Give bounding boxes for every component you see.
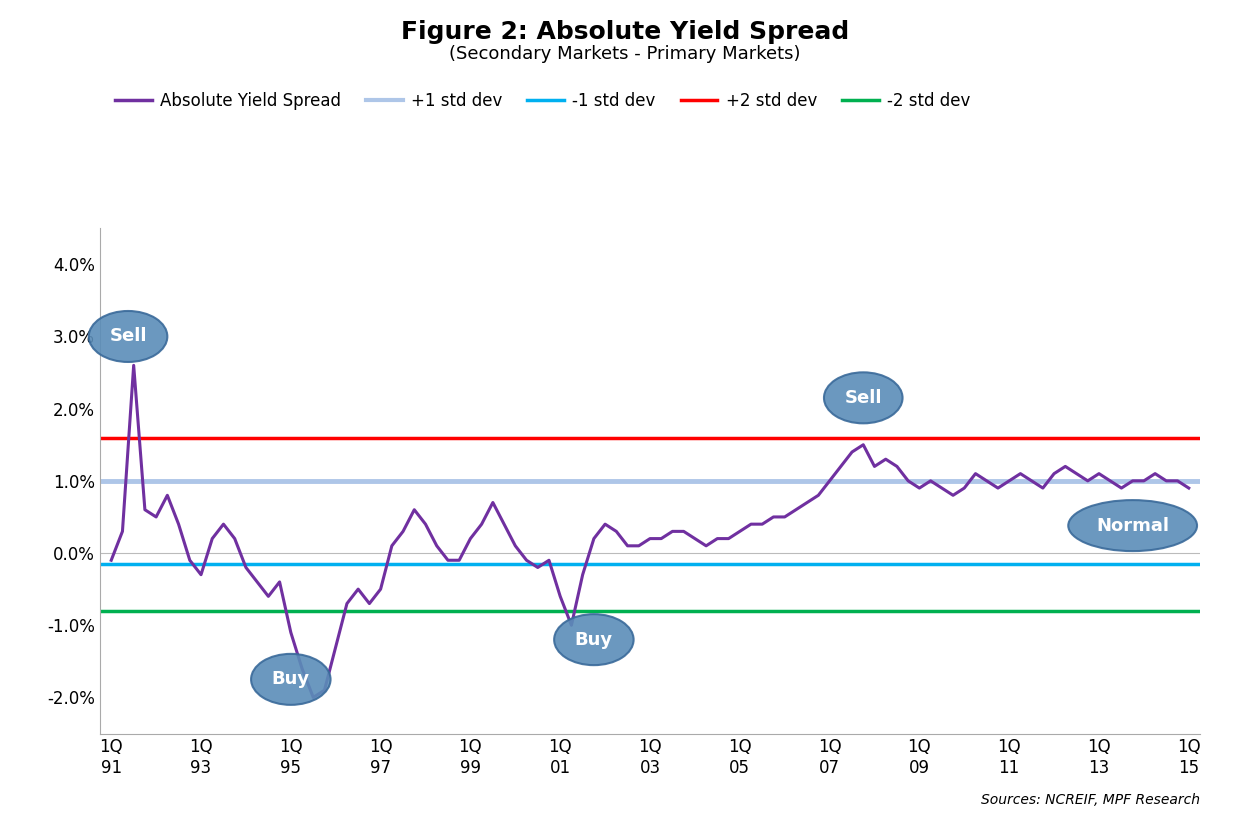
Text: Normal: Normal — [1096, 517, 1169, 535]
Text: Sources: NCREIF, MPF Research: Sources: NCREIF, MPF Research — [981, 793, 1200, 807]
Text: (Secondary Markets - Primary Markets): (Secondary Markets - Primary Markets) — [449, 45, 801, 63]
Text: Buy: Buy — [575, 631, 612, 649]
Legend: Absolute Yield Spread, +1 std dev, -1 std dev, +2 std dev, -2 std dev: Absolute Yield Spread, +1 std dev, -1 st… — [109, 85, 978, 117]
Text: Sell: Sell — [109, 328, 146, 346]
Text: Buy: Buy — [271, 671, 310, 689]
Text: Figure 2: Absolute Yield Spread: Figure 2: Absolute Yield Spread — [401, 20, 849, 44]
Text: Sell: Sell — [845, 389, 882, 407]
